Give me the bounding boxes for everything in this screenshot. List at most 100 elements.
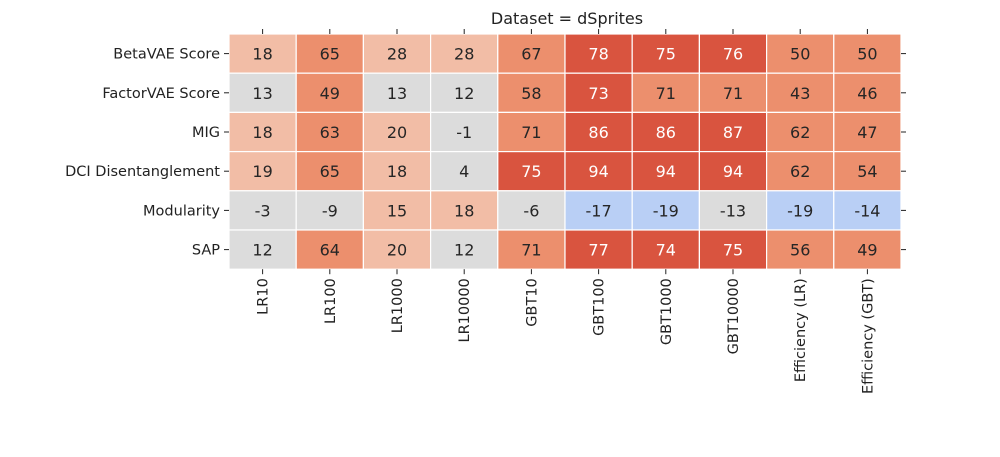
- cell-value-label: 75: [656, 45, 676, 64]
- column-label: GBT10: [524, 278, 540, 327]
- cell-value-label: 74: [656, 241, 676, 260]
- row-label: Modularity: [143, 203, 220, 219]
- heatmap-cell: [430, 229, 499, 270]
- heatmap-cell: [833, 151, 902, 192]
- cell-value-label: 86: [656, 123, 676, 142]
- heatmap-cell: [765, 111, 835, 153]
- column-label: LR1000: [390, 278, 406, 333]
- cell-value-label: 18: [387, 162, 407, 181]
- cell-value-label: 56: [790, 241, 810, 260]
- heatmap-cell: [698, 33, 768, 74]
- heatmap-cell: [228, 111, 297, 153]
- cell-value-label: 18: [252, 45, 272, 64]
- cell-value-label: 62: [790, 123, 810, 142]
- column-label: Efficiency (LR): [793, 278, 809, 382]
- cell-value-label: 12: [252, 241, 272, 260]
- column-label: Efficiency (GBT): [860, 278, 876, 394]
- column-label: LR100: [323, 278, 339, 324]
- cell-value-label: -13: [720, 201, 746, 220]
- heatmap-cell: [698, 190, 768, 231]
- heatmap-cell: [833, 190, 902, 231]
- cell-value-label: 4: [459, 162, 469, 181]
- heatmap-cell: [698, 111, 768, 153]
- cell-value-label: 76: [723, 45, 743, 64]
- heatmap-cell: [362, 229, 432, 270]
- cell-value-label: 50: [857, 45, 877, 64]
- cell-value-label: 47: [857, 123, 877, 142]
- heatmap-cell: [430, 72, 499, 113]
- column-label: GBT10000: [726, 278, 742, 354]
- heatmap-cell: [631, 72, 701, 113]
- heatmap-cell: [564, 72, 633, 113]
- column-label: GBT100: [592, 278, 608, 336]
- cell-value-label: 15: [387, 201, 407, 220]
- heatmap-cell: [564, 33, 633, 74]
- column-label: LR10000: [457, 278, 473, 342]
- row-label: MIG: [192, 125, 220, 141]
- heatmap-cell: [833, 72, 902, 113]
- cell-value-label: 77: [588, 241, 608, 260]
- heatmap-cell: [295, 190, 365, 231]
- cell-value-label: -19: [787, 201, 813, 220]
- cell-value-label: -3: [255, 201, 271, 220]
- cell-value-label: 94: [588, 162, 608, 181]
- cell-value-label: 20: [387, 241, 407, 260]
- heatmap-cell: [564, 151, 633, 192]
- column-labels: LR10 LR100 LR1000 LR10000 GBT10 GBT100 GBT1000…: [256, 29, 876, 394]
- column-label: GBT1000: [659, 278, 675, 345]
- cell-value-label: 67: [521, 45, 541, 64]
- heatmap-cell: [765, 229, 835, 270]
- row-labels: BetaVAE Score FactorVAE Score MIG DCI Disen…: [65, 47, 906, 259]
- cell-value-label: 28: [454, 45, 474, 64]
- cell-value-label: 78: [588, 45, 608, 64]
- cell-value-label: 49: [857, 241, 877, 260]
- cell-value-label: 64: [320, 241, 340, 260]
- heatmap-cell: [564, 229, 633, 270]
- row-label: FactorVAE Score: [102, 86, 220, 102]
- cell-value-label: 54: [857, 162, 877, 181]
- cell-value-label: 13: [387, 84, 407, 103]
- heatmap-cell: [765, 72, 835, 113]
- cell-value-label: 71: [723, 84, 743, 103]
- row-label: BetaVAE Score: [113, 47, 220, 63]
- heatmap-cell: [631, 190, 701, 231]
- cell-value-label: -1: [456, 123, 472, 142]
- cell-value-label: 86: [588, 123, 608, 142]
- cell-value-label: 75: [723, 241, 743, 260]
- cell-value-label: 63: [320, 123, 340, 142]
- heatmap-cell: [698, 72, 768, 113]
- cell-value-label: 28: [387, 45, 407, 64]
- chart-title: Dataset = dSprites: [491, 9, 643, 28]
- heatmap-cell: [631, 151, 701, 192]
- heatmap-cell: [228, 229, 297, 270]
- heatmap-cell: [295, 33, 365, 74]
- cell-value-label: 71: [521, 123, 541, 142]
- heatmap-cell: [497, 190, 566, 231]
- cell-value-label: 94: [723, 162, 743, 181]
- cell-value-label: -9: [322, 201, 338, 220]
- row-label: SAP: [192, 243, 220, 259]
- heatmap-cell: [765, 190, 835, 231]
- cell-value-label: 58: [521, 84, 541, 103]
- cell-value-label: 75: [521, 162, 541, 181]
- heatmap-cell: [228, 151, 297, 192]
- cell-value-label: 87: [723, 123, 743, 142]
- cell-value-label: 65: [320, 162, 340, 181]
- heatmap-cell: [362, 190, 432, 231]
- cell-value-label: -17: [586, 201, 612, 220]
- cell-value-label: 20: [387, 123, 407, 142]
- cell-value-label: -6: [523, 201, 539, 220]
- heatmap-cell: [564, 190, 633, 231]
- cell-value-label: 13: [252, 84, 272, 103]
- heatmap-cell: [833, 33, 902, 74]
- cell-value-label: 73: [588, 84, 608, 103]
- heatmap-cell: [295, 72, 365, 113]
- cell-value-label: 62: [790, 162, 810, 181]
- cell-value-label: 71: [656, 84, 676, 103]
- cell-value-label: 46: [857, 84, 877, 103]
- cell-value-label: 49: [320, 84, 340, 103]
- cell-value-label: 65: [320, 45, 340, 64]
- cell-value-label: 50: [790, 45, 810, 64]
